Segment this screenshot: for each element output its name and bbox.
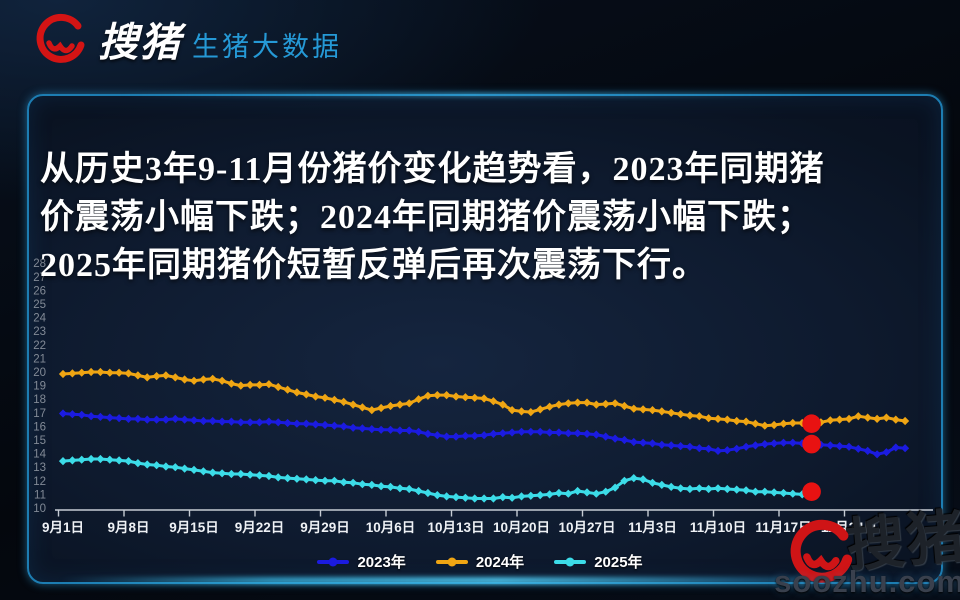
y-tick-label: 13 <box>33 462 46 474</box>
watermark-logo-icon <box>790 519 853 583</box>
x-tick-label: 9月29日 <box>300 520 350 535</box>
highlight-dot-2023年 <box>802 434 821 454</box>
souzhu-logo-icon <box>36 13 85 63</box>
frame-top-glow <box>120 93 820 97</box>
y-tick-label: 19 <box>33 381 46 393</box>
x-tick-label: 10月20日 <box>493 520 550 535</box>
brand-name: 搜猪 <box>98 20 182 65</box>
y-tick-label: 14 <box>33 449 46 461</box>
series-markers-2023年 <box>58 409 910 459</box>
y-tick-label: 11 <box>34 489 46 501</box>
y-tick-label: 10 <box>33 503 46 515</box>
y-tick-label: 28 <box>33 258 46 270</box>
x-tick-label: 9月15日 <box>169 520 219 535</box>
x-tick-label: 9月1日 <box>42 520 84 535</box>
series-markers-2024年 <box>58 367 910 430</box>
y-tick-label: 15 <box>33 435 46 447</box>
y-tick-label: 22 <box>33 340 46 352</box>
watermark: 搜猪 soozhu.com <box>730 470 960 600</box>
y-tick-label: 23 <box>33 326 46 338</box>
y-tick-label: 24 <box>33 313 46 325</box>
x-tick-label: 10月13日 <box>427 520 484 535</box>
highlight-dot-2025年 <box>802 482 821 502</box>
x-tick-label: 9月8日 <box>107 520 149 535</box>
y-tick-label: 20 <box>33 367 46 379</box>
headline-line-2: 价震荡小幅下跌；2024年同期猪价震荡小幅下跌； <box>40 199 812 236</box>
legend-item-2024: 2024年 <box>435 551 525 572</box>
frame-bottom-glow <box>60 577 905 584</box>
legend-item-2023: 2023年 <box>317 551 406 572</box>
y-tick-label: 12 <box>33 476 46 488</box>
headline-line-1: 从历史3年9-11月份猪价变化趋势看，2023年同期猪 <box>40 151 825 188</box>
headline-line-3: 2025年同期猪价短暂反弹后再次震荡下行。 <box>40 247 707 284</box>
series-markers-2025年 <box>58 454 816 503</box>
legend-label-2025: 2025年 <box>594 554 643 571</box>
legend-swatch-2024 <box>435 559 468 564</box>
y-tick-label: 18 <box>33 394 46 406</box>
y-tick-label: 16 <box>33 421 46 433</box>
brand-product-name: 生猪大数据 <box>192 31 342 62</box>
watermark-site-url: soozhu.com <box>774 564 960 599</box>
legend-item-2025: 2025年 <box>554 551 643 572</box>
chart-legend: 2023年 2024年 2025年 <box>0 551 960 572</box>
slide-frame <box>27 94 943 584</box>
x-tick-label: 11月17日 <box>755 520 811 535</box>
y-tick-label: 21 <box>33 353 46 365</box>
brand-header: 搜猪 生猪大数据 <box>34 10 342 68</box>
x-tick-label: 9月22日 <box>235 520 285 535</box>
y-tick-label: 25 <box>33 299 46 311</box>
x-tick-label: 11月10日 <box>690 520 746 535</box>
x-tick-label: 11月3日 <box>628 520 677 535</box>
y-tick-label: 27 <box>33 272 46 284</box>
y-tick-label: 17 <box>33 408 46 420</box>
legend-label-2023: 2023年 <box>357 554 406 571</box>
y-tick-label: 26 <box>33 285 46 297</box>
legend-label-2024: 2024年 <box>475 554 525 571</box>
x-tick-label: 10月6日 <box>366 520 416 535</box>
x-tick-label: 10月27日 <box>558 520 615 535</box>
legend-swatch-2025 <box>554 559 587 564</box>
legend-swatch-2023 <box>317 559 350 564</box>
highlight-dot-2024年 <box>802 414 821 434</box>
headline: 从历史3年9-11月份猪价变化趋势看，2023年同期猪 价震荡小幅下跌；2024… <box>40 146 922 290</box>
